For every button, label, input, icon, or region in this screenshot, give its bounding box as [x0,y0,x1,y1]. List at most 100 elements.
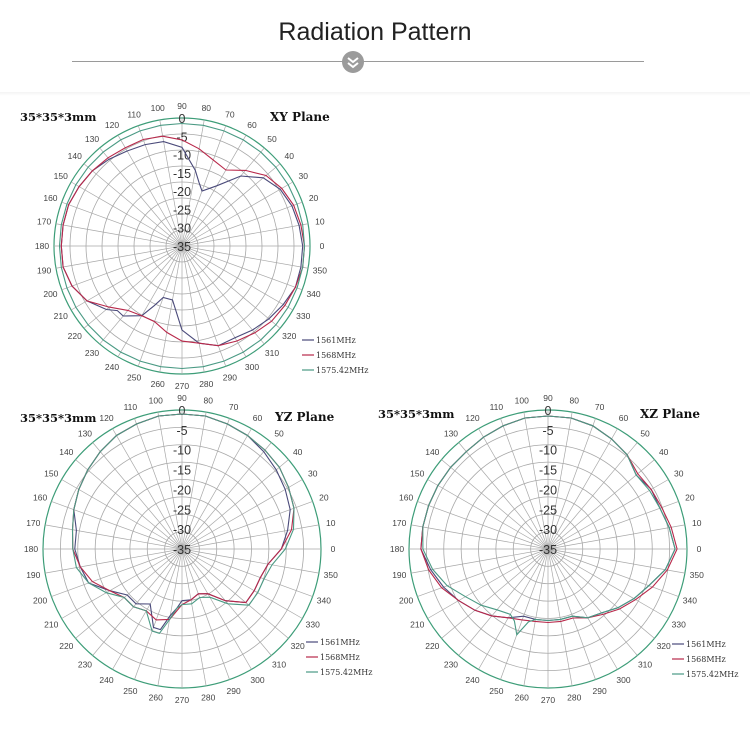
angle-tick-label: 150 [410,469,424,479]
radial-tick-label: -15 [173,464,191,478]
angle-tick-label: 330 [306,620,320,630]
angle-tick-label: 330 [672,620,686,630]
legend-label: 1568MHz [686,655,726,664]
series-line-1575.42MHz [422,415,676,637]
angle-tick-label: 260 [149,693,163,703]
grid-spoke [181,548,272,656]
yz-plane-group: 0 10 20 30 40 50 60 70 80 90 100 110 120 130 140 150 160… [20,393,372,705]
series-line-1575.42MHz [58,122,306,370]
angle-tick-label: 230 [78,660,92,670]
grid-spoke [159,245,183,373]
angle-tick-label: 200 [399,596,413,606]
angle-tick-label: 200 [33,596,47,606]
angle-tick-label: 50 [640,428,650,438]
angle-tick-label: 210 [44,620,58,630]
grid-spoke [181,548,319,574]
angle-tick-label: 220 [425,641,439,651]
legend-label: 1575.42MHz [686,670,738,679]
angle-tick-label: 40 [659,447,669,457]
angle-tick-label: 60 [253,413,263,423]
grid-spoke [159,119,183,247]
angle-tick-label: 70 [595,402,605,412]
angle-tick-label: 30 [308,469,318,479]
angle-tick-label: 110 [127,109,141,119]
angle-tick-label: 10 [692,518,702,528]
grid-spoke [157,548,183,686]
grid-spoke [181,163,281,247]
grid-spoke [75,459,183,550]
grid-spoke [181,119,205,247]
grid-spoke [70,245,183,311]
angle-tick-label: 140 [425,447,439,457]
angle-tick-label: 190 [37,265,51,275]
angle-tick-label: 340 [317,596,331,606]
angle-tick-label: 80 [203,395,213,405]
grid-spoke [478,428,549,550]
radial-tick-label: -30 [173,222,191,236]
angle-tick-label: 350 [324,570,338,580]
grid-spoke [55,223,183,247]
radial-tick-label: -20 [539,483,557,497]
angle-tick-label: 70 [229,402,239,412]
radial-tick-label: -5 [176,424,187,438]
chevron-down-icon [342,51,364,73]
angle-tick-label: 300 [616,675,630,685]
angle-tick-label: 240 [99,675,113,685]
angle-tick-label: 30 [674,469,684,479]
grid-spoke [411,524,549,550]
angle-tick-label: 320 [657,641,671,651]
grid-spoke [75,548,183,639]
angle-tick-label: 190 [26,570,40,580]
grid-spoke [181,524,319,550]
angle-tick-label: 0 [331,544,336,554]
angle-tick-label: 40 [293,447,303,457]
grid-spoke [547,418,596,550]
grid-spoke [411,548,549,574]
radial-tick-label: -20 [173,483,191,497]
series-line-1568MHz [60,135,306,347]
grid-spoke [181,201,303,247]
grid-spoke [157,412,183,550]
angle-tick-label: 140 [59,447,73,457]
grid-spoke [55,245,183,269]
angle-tick-label: 300 [245,362,259,372]
page-title: Radiation Pattern [278,18,472,46]
radial-tick-label: -25 [173,503,191,517]
grid-spoke [547,548,638,656]
grid-spoke [547,428,618,550]
angle-tick-label: 170 [26,518,40,528]
angle-tick-label: 350 [313,265,327,275]
grid-spoke [45,548,183,574]
angle-tick-label: 280 [201,693,215,703]
grid-spoke [523,412,549,550]
angle-tick-label: 100 [515,395,529,405]
grid-spoke [181,245,281,329]
legend-label: 1561MHz [686,640,726,649]
grid-spoke [99,245,183,345]
angle-tick-label: 190 [392,570,406,580]
angle-tick-label: 0 [320,241,325,251]
grid-spoke [181,548,303,619]
plane-title: YZ Plane [274,410,335,424]
angle-tick-label: 60 [619,413,629,423]
legend-label: 1561MHz [320,638,360,647]
angle-tick-label: 30 [299,171,309,181]
grid-spoke [441,459,549,550]
angle-tick-label: 300 [250,675,264,685]
legend-label: 1561MHz [316,336,356,345]
grid-spoke [181,147,265,247]
angle-tick-label: 20 [685,492,695,502]
grid-spoke [181,181,294,247]
grid-spoke [547,459,655,550]
grid-spoke [181,501,313,550]
angle-tick-label: 120 [465,413,479,423]
radial-tick-label: -20 [173,185,191,199]
grid-spoke [547,479,669,550]
angle-tick-label: 120 [105,120,119,130]
grid-spoke [112,428,183,550]
grid-spoke [458,548,549,656]
grid-spoke [181,548,230,680]
angle-tick-label: 250 [123,686,137,696]
grid-spoke [478,548,549,670]
